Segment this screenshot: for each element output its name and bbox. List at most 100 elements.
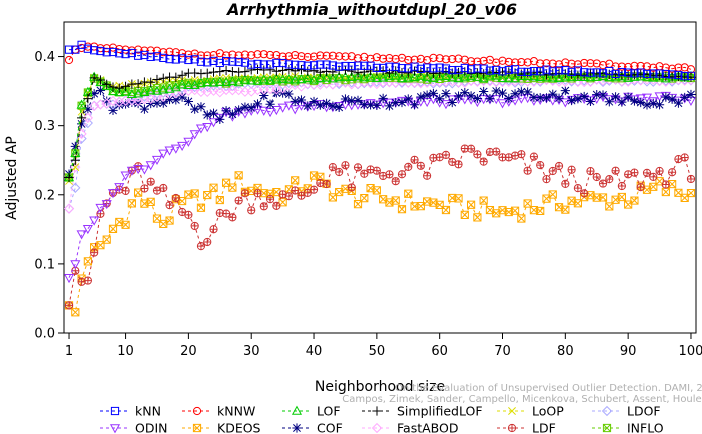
data-point: [76, 119, 87, 129]
data-point: [661, 180, 670, 189]
data-point: [435, 63, 444, 72]
data-point: [567, 59, 576, 68]
data-point: [654, 100, 665, 110]
data-point: [404, 55, 413, 65]
data-point: [296, 95, 307, 105]
data-point: [686, 188, 696, 198]
data-point: [605, 175, 613, 183]
data-point: [170, 144, 181, 154]
data-point: [409, 71, 420, 82]
data-point: [146, 52, 155, 61]
data-point: [95, 203, 106, 213]
data-point: [215, 66, 225, 77]
data-point: [680, 92, 690, 103]
data-point: [523, 87, 533, 97]
data-point: [271, 88, 281, 98]
data-point: [184, 211, 192, 219]
data-point: [165, 55, 174, 64]
data-point: [233, 77, 244, 87]
legend-marker: [601, 405, 613, 417]
data-point: [536, 206, 545, 216]
data-point: [90, 248, 98, 257]
data-point: [555, 162, 563, 170]
data-point: [580, 58, 589, 68]
data-point: [102, 48, 111, 57]
data-point: [271, 66, 281, 76]
data-point: [598, 193, 608, 202]
data-point: [404, 189, 413, 198]
data-point: [240, 67, 250, 77]
data-point: [611, 69, 620, 79]
data-point: [681, 153, 689, 162]
data-point: [630, 196, 639, 205]
data-point: [158, 149, 169, 159]
x-tick-label: 80: [557, 344, 574, 359]
data-point: [291, 60, 300, 69]
data-point: [637, 183, 645, 191]
data-point: [497, 72, 508, 83]
data-point: [660, 91, 671, 101]
data-point: [504, 93, 514, 104]
legend-item-knnw: kNNW: [182, 404, 255, 419]
data-point: [259, 202, 268, 211]
data-point: [416, 64, 425, 73]
data-point: [83, 44, 92, 53]
data-point: [316, 60, 325, 69]
data-point: [133, 88, 144, 98]
data-point: [152, 74, 162, 85]
data-point: [510, 65, 520, 74]
data-point: [454, 65, 463, 75]
data-point: [265, 195, 275, 204]
data-point: [560, 98, 571, 108]
data-point: [492, 148, 500, 156]
data-point: [567, 95, 577, 106]
data-point: [253, 59, 262, 69]
data-point: [228, 213, 236, 221]
data-point: [542, 175, 551, 183]
data-point: [441, 205, 451, 215]
data-point: [610, 92, 621, 102]
data-point: [384, 101, 395, 111]
data-point: [497, 99, 508, 109]
data-point: [479, 56, 488, 65]
legend-label: COF: [317, 421, 343, 434]
data-point: [284, 192, 294, 201]
data-point: [208, 67, 219, 77]
data-point: [636, 61, 645, 71]
data-point: [423, 63, 432, 72]
data-point: [71, 308, 80, 317]
data-point: [127, 97, 137, 107]
data-point: [252, 64, 263, 74]
data-point: [247, 60, 256, 69]
data-point: [661, 187, 670, 197]
x-tick-label: 10: [117, 344, 134, 359]
data-point: [303, 52, 312, 62]
data-point: [265, 50, 275, 60]
data-point: [177, 141, 188, 151]
data-point: [134, 188, 143, 197]
data-point: [114, 87, 125, 97]
legend-label: FastABOD: [397, 421, 459, 434]
data-point: [392, 177, 400, 185]
data-point: [503, 73, 514, 83]
data-point: [416, 161, 425, 170]
data-point: [302, 72, 313, 82]
data-point: [347, 61, 356, 71]
data-point: [617, 181, 626, 191]
data-point: [385, 170, 394, 178]
data-point: [278, 65, 288, 75]
data-point: [252, 99, 263, 109]
data-point: [523, 199, 532, 208]
data-point: [554, 66, 564, 75]
data-point: [530, 153, 538, 161]
data-point: [435, 94, 445, 104]
data-point: [585, 96, 596, 107]
data-point: [346, 71, 357, 81]
data-point: [202, 68, 212, 78]
legend-item-loop: LoOP: [497, 404, 564, 419]
data-point: [120, 99, 131, 109]
data-point: [398, 170, 406, 178]
data-point: [428, 73, 439, 83]
data-point: [271, 73, 282, 83]
